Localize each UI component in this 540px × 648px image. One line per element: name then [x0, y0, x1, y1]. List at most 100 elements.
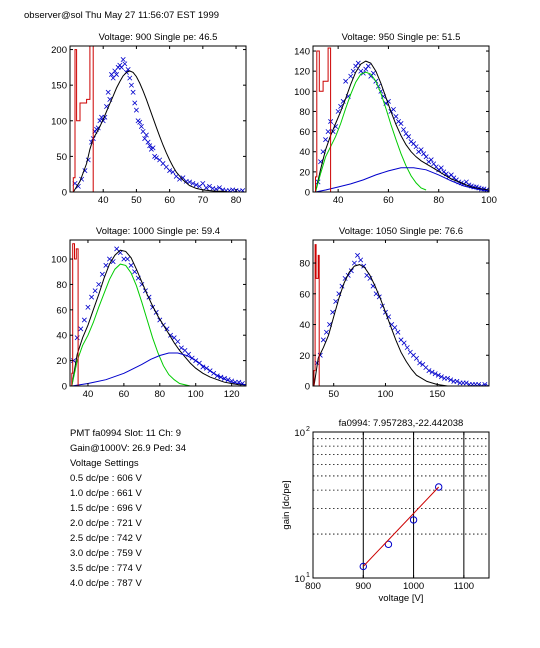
y-tick-label: 0 — [62, 188, 67, 199]
y-tick-label: 80 — [299, 259, 310, 270]
data-point — [71, 358, 77, 364]
data-point — [359, 562, 367, 571]
data-point — [236, 188, 242, 192]
axes-frame — [312, 239, 490, 387]
data-point — [392, 325, 398, 331]
data-point — [320, 337, 326, 343]
x-tick-label: 120 — [224, 389, 240, 400]
data-point — [323, 329, 329, 335]
data-point — [323, 137, 329, 143]
y-tick-label: 60 — [299, 289, 310, 300]
y-tick-label: 40 — [299, 147, 310, 158]
voltage-settings-heading: Voltage Settings — [70, 458, 139, 469]
data-point — [105, 89, 111, 95]
data-point — [147, 143, 153, 149]
pmt-info: PMT fa0994 Slot: 11 Ch: 9 — [70, 428, 182, 439]
data-point — [395, 329, 401, 335]
data-point — [124, 256, 130, 262]
data-point — [390, 106, 396, 112]
axes-frame — [69, 239, 247, 387]
y-tick-label: 10 — [294, 574, 305, 585]
chart-panel-2: 40 60 80 100 0 20 40 60 80 100 120 140 Voltage: 950 … — [294, 32, 497, 206]
data-point — [401, 127, 406, 133]
data-point — [81, 317, 87, 323]
y-tick-exponent: 2 — [306, 426, 310, 433]
setting-row: 4.0 dc/pe : 787 V — [70, 578, 142, 589]
data-point — [384, 540, 393, 549]
data-point — [182, 347, 188, 353]
data-point — [145, 139, 151, 145]
axes-frame — [312, 45, 490, 193]
series-line-pedestal — [313, 244, 320, 386]
data-point — [343, 78, 349, 84]
x-tick-label: 40 — [333, 195, 344, 206]
data-point — [114, 72, 119, 77]
data-point — [348, 73, 354, 79]
series-line-background — [315, 167, 489, 192]
y-tick-label: 40 — [299, 320, 310, 331]
data-point — [96, 281, 102, 287]
data-point — [127, 75, 133, 81]
y-tick-label: 20 — [56, 356, 67, 367]
data-point — [435, 483, 443, 491]
data-point — [128, 262, 134, 268]
data-point — [417, 360, 423, 366]
data-point — [133, 107, 139, 113]
data-point — [137, 119, 143, 125]
data-point — [175, 339, 181, 345]
series-line-total — [71, 249, 246, 386]
data-point — [355, 60, 361, 66]
data-point — [200, 364, 206, 370]
data-point — [240, 188, 246, 192]
data-point — [351, 260, 357, 266]
data-point — [428, 157, 434, 163]
data-point — [171, 335, 177, 341]
data-point — [355, 252, 361, 258]
data-point — [463, 380, 469, 386]
y-tick-label: 100 — [51, 116, 67, 127]
data-point — [426, 368, 432, 374]
x-tick-label: 40 — [98, 195, 109, 206]
x-tick-label: 70 — [198, 195, 209, 206]
setting-row: 2.5 dc/pe : 742 V — [70, 533, 142, 544]
x-tick-label: 900 — [355, 581, 371, 592]
plot-area — [72, 46, 246, 192]
setting-row: 2.0 dc/pe : 721 V — [70, 518, 142, 529]
data-point — [445, 375, 451, 381]
y-tick-label: 140 — [294, 47, 310, 58]
y-tick-label: 20 — [299, 167, 310, 178]
chart-panel-1: 40 50 60 70 80 0 50 100 150 200 Voltage: 900 Singl… — [51, 32, 247, 206]
y-tick-label: 20 — [299, 351, 310, 362]
data-point — [398, 121, 404, 127]
x-tick-label: 80 — [231, 195, 242, 206]
data-point — [423, 154, 429, 160]
gain-info: Gain@1000V: 26.9 Ped: 34 — [70, 443, 186, 454]
series-line-total — [72, 70, 246, 192]
y-tick-label: 10 — [294, 428, 305, 439]
data-point — [143, 132, 149, 138]
axes-frame — [69, 45, 247, 193]
data-point — [485, 383, 489, 386]
data-point — [132, 100, 138, 106]
data-point — [85, 304, 91, 310]
x-tick-label: 1000 — [403, 581, 424, 592]
data-point — [367, 275, 373, 281]
setting-row: 1.0 dc/pe : 661 V — [70, 488, 142, 499]
series-line-pedestal — [72, 46, 94, 192]
x-tick-label: 80 — [155, 389, 166, 400]
x-tick-label: 80 — [433, 195, 444, 206]
data-point — [167, 168, 173, 174]
data-point — [435, 372, 441, 378]
data-point — [138, 123, 144, 129]
data-point — [206, 183, 212, 189]
data-point — [414, 355, 420, 361]
chart-title: Voltage: 950 Single pe: 51.5 — [342, 32, 461, 43]
chart-title: Voltage: 1000 Single pe: 59.4 — [96, 226, 220, 237]
data-point — [74, 335, 80, 341]
chart-panel-3: 40 60 80 100 120 0 20 40 60 80 100 Voltage: 1000 Si… — [51, 226, 247, 400]
setting-row: 3.0 dc/pe : 759 V — [70, 548, 142, 559]
data-point — [438, 165, 444, 171]
data-point — [170, 169, 176, 175]
